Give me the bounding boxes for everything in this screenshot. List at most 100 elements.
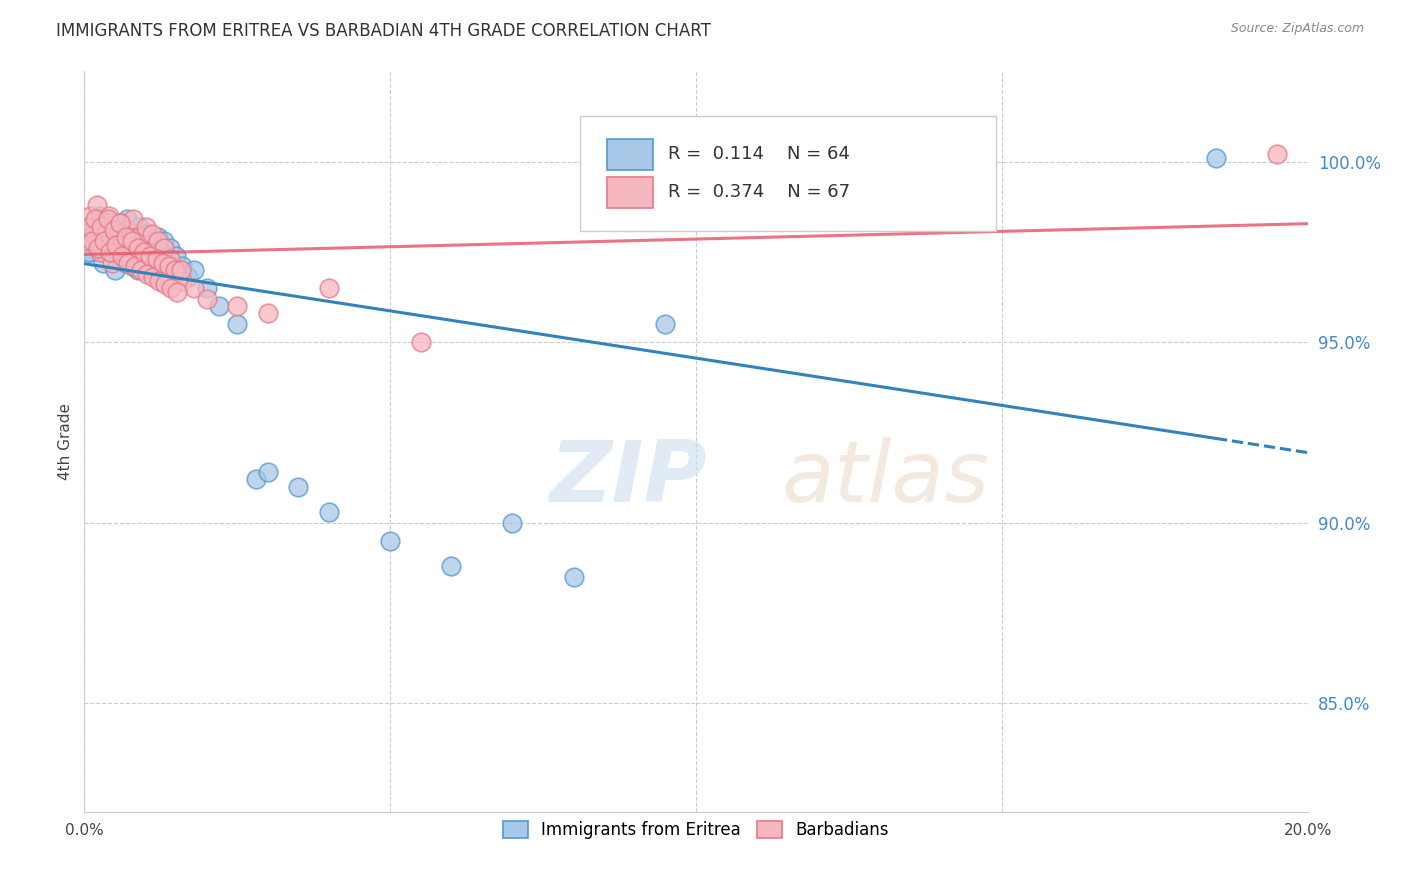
Point xyxy=(440,559,463,574)
Point xyxy=(115,256,138,270)
Point xyxy=(97,212,120,227)
Point xyxy=(160,281,183,295)
Point xyxy=(87,212,110,227)
Point xyxy=(79,209,101,223)
Point xyxy=(172,274,194,288)
Point xyxy=(127,263,149,277)
Point xyxy=(105,237,128,252)
Point xyxy=(143,260,166,274)
Point xyxy=(84,230,107,244)
Point xyxy=(93,223,115,237)
Point xyxy=(110,223,132,237)
Point xyxy=(159,241,181,255)
Point xyxy=(120,241,142,255)
Point xyxy=(76,227,98,241)
Point xyxy=(409,335,432,350)
Point xyxy=(111,234,134,248)
Point xyxy=(94,234,117,248)
Point xyxy=(91,219,114,234)
Point xyxy=(163,263,186,277)
Point xyxy=(129,248,152,262)
Point xyxy=(105,230,128,244)
Point xyxy=(77,244,100,259)
Point xyxy=(112,241,135,255)
Point xyxy=(97,209,120,223)
Point xyxy=(111,248,134,262)
Point xyxy=(318,281,340,295)
Point xyxy=(139,248,162,262)
Point xyxy=(287,480,309,494)
Point xyxy=(148,274,170,288)
Text: atlas: atlas xyxy=(782,437,990,520)
Point xyxy=(86,198,108,212)
Point xyxy=(135,227,157,241)
FancyBboxPatch shape xyxy=(606,178,654,209)
Point xyxy=(208,299,231,313)
Point xyxy=(146,230,169,244)
Point xyxy=(124,244,146,259)
Point xyxy=(1205,151,1227,165)
Point xyxy=(153,234,176,248)
Point xyxy=(159,252,181,267)
Point xyxy=(121,260,143,274)
Point xyxy=(143,252,166,267)
Point xyxy=(142,270,165,285)
Point xyxy=(226,317,249,331)
Text: 20.0%: 20.0% xyxy=(1284,822,1331,838)
Text: R =  0.114    N = 64: R = 0.114 N = 64 xyxy=(668,145,849,162)
Point xyxy=(117,256,139,270)
Point xyxy=(90,219,112,234)
Point xyxy=(97,237,120,252)
Point xyxy=(131,244,153,259)
Point xyxy=(149,248,172,262)
Point xyxy=(135,267,157,281)
Point xyxy=(146,234,169,248)
Point xyxy=(156,256,179,270)
Text: Source: ZipAtlas.com: Source: ZipAtlas.com xyxy=(1230,22,1364,36)
Point xyxy=(183,263,205,277)
Point xyxy=(107,237,129,252)
Point xyxy=(117,241,139,255)
Point xyxy=(134,244,156,259)
Point xyxy=(89,244,111,259)
Point xyxy=(86,234,108,248)
Point xyxy=(195,281,218,295)
Text: IMMIGRANTS FROM ERITREA VS BARBADIAN 4TH GRADE CORRELATION CHART: IMMIGRANTS FROM ERITREA VS BARBADIAN 4TH… xyxy=(56,22,711,40)
Point xyxy=(108,216,131,230)
Point xyxy=(129,263,152,277)
Point xyxy=(127,241,149,255)
Point xyxy=(172,260,194,274)
Point xyxy=(83,219,105,234)
Point xyxy=(84,212,107,227)
Point xyxy=(124,260,146,274)
Point xyxy=(87,241,110,255)
Point xyxy=(562,570,585,584)
FancyBboxPatch shape xyxy=(606,139,654,169)
Point xyxy=(380,533,402,548)
Point xyxy=(125,256,148,270)
Text: 0.0%: 0.0% xyxy=(65,822,104,838)
Point xyxy=(103,244,125,259)
Point xyxy=(138,248,160,262)
Point xyxy=(177,270,200,285)
Point xyxy=(101,256,124,270)
Point xyxy=(226,299,249,313)
Point xyxy=(107,234,129,248)
Point xyxy=(152,256,174,270)
Point xyxy=(654,317,676,331)
Point xyxy=(166,285,188,299)
Point xyxy=(115,212,138,227)
Point xyxy=(91,256,114,270)
Point xyxy=(165,263,187,277)
Point xyxy=(145,252,167,267)
Point xyxy=(257,306,280,320)
Point xyxy=(94,227,117,241)
Point xyxy=(101,216,124,230)
FancyBboxPatch shape xyxy=(579,116,995,230)
Point xyxy=(245,473,267,487)
Point xyxy=(1265,147,1288,161)
Point xyxy=(108,248,131,262)
Point xyxy=(195,292,218,306)
Point xyxy=(80,234,103,248)
Point xyxy=(83,227,105,241)
